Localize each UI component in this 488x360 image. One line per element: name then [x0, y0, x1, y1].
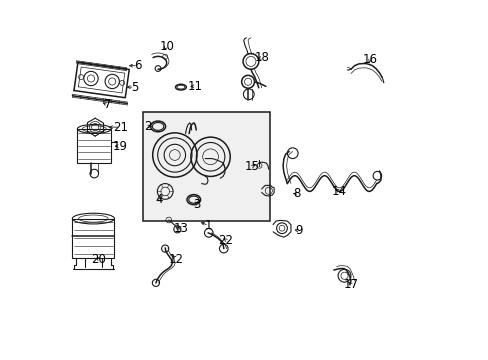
Bar [142, 112, 269, 221]
Text: 7: 7 [104, 99, 112, 112]
Text: 15: 15 [244, 160, 259, 173]
Text: 19: 19 [112, 140, 127, 153]
Text: 14: 14 [331, 185, 346, 198]
Text: 11: 11 [187, 80, 203, 93]
Bar [72, 219, 114, 258]
Text: 2: 2 [144, 120, 151, 133]
Text: 5: 5 [130, 81, 138, 94]
Text: 18: 18 [254, 51, 268, 64]
Text: 8: 8 [293, 187, 301, 200]
Text: 20: 20 [91, 253, 106, 266]
Text: 6: 6 [134, 59, 142, 72]
Text: 10: 10 [159, 40, 174, 53]
Text: 17: 17 [343, 278, 358, 291]
Text: 16: 16 [362, 53, 377, 66]
Text: 4: 4 [155, 193, 163, 206]
Text: 13: 13 [173, 222, 188, 235]
Text: 1: 1 [204, 219, 212, 232]
Text: 12: 12 [169, 253, 184, 266]
Text: 9: 9 [294, 224, 302, 237]
Bar [77, 129, 111, 163]
Text: 21: 21 [112, 121, 127, 134]
Text: 22: 22 [218, 234, 233, 247]
Text: 3: 3 [193, 198, 201, 211]
